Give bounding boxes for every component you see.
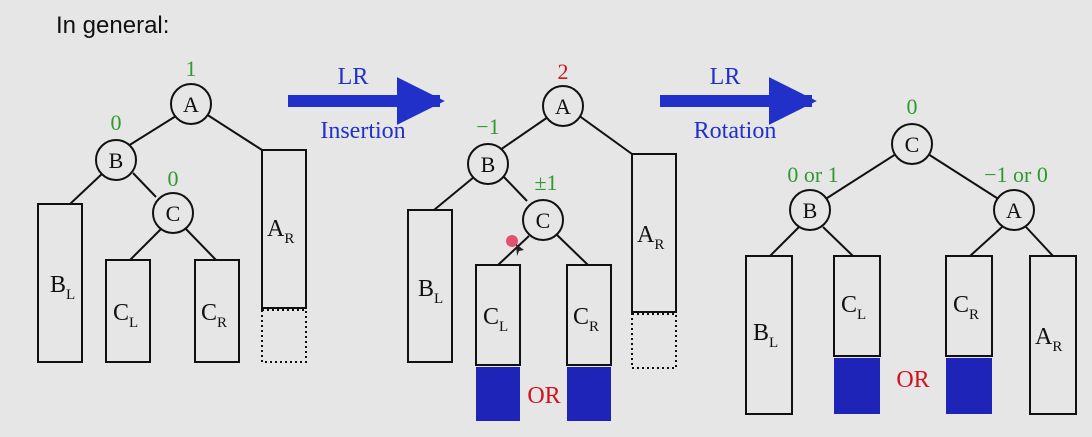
mouse-cursor-icon bbox=[516, 244, 524, 256]
svg-text:C: C bbox=[905, 132, 920, 157]
svg-text:A: A bbox=[1006, 198, 1022, 223]
stage3-cl-added-level bbox=[834, 358, 880, 414]
stage3-label-cr: CR bbox=[953, 292, 979, 323]
stage1-label-cl: CL bbox=[113, 300, 138, 331]
stage1-ar-height-placeholder bbox=[261, 309, 307, 363]
svg-text:C: C bbox=[536, 208, 551, 233]
stage3-label-cl: CL bbox=[841, 292, 866, 323]
arrow-lr-insertion: LR Insertion bbox=[288, 64, 445, 144]
stage2-subtree-cl bbox=[475, 264, 521, 366]
stage1-bf-a: 1 bbox=[186, 56, 197, 81]
stage1-node-a: A bbox=[170, 83, 212, 125]
stage2-tree: A 2 B −1 C ±1 BL CL CR AR OR bbox=[407, 59, 677, 421]
stage2-cr-added-level bbox=[567, 367, 611, 421]
svg-text:B: B bbox=[109, 148, 124, 173]
stage3-or-label: OR bbox=[896, 367, 929, 393]
stage2-bf-c: ±1 bbox=[534, 170, 557, 195]
stage2-label-cl: CL bbox=[483, 304, 508, 335]
svg-text:B: B bbox=[803, 198, 818, 223]
stage2-or-label: OR bbox=[527, 383, 560, 409]
stage2-subtree-cr bbox=[566, 264, 612, 366]
stage2-bf-a: 2 bbox=[558, 59, 569, 84]
stage3-subtree-ar bbox=[1029, 255, 1077, 415]
stage3-label-ar: AR bbox=[1035, 324, 1062, 355]
pointer-dot-icon bbox=[506, 235, 518, 247]
stage1-label-cr: CR bbox=[201, 300, 227, 331]
stage3-node-a: A bbox=[993, 189, 1035, 231]
heading: In general: bbox=[56, 12, 169, 39]
stage2-label-bl: BL bbox=[418, 276, 443, 307]
stage1-bf-b: 0 bbox=[111, 110, 122, 135]
stage2-node-a: A bbox=[542, 85, 584, 127]
svg-text:C: C bbox=[166, 201, 181, 226]
stage2-ar-height-placeholder bbox=[631, 313, 677, 369]
stage1-node-c: C bbox=[152, 192, 194, 234]
stage3-bf-a: −1 or 0 bbox=[984, 162, 1048, 187]
svg-text:B: B bbox=[481, 152, 496, 177]
arrow2-bottom-label: Rotation bbox=[694, 118, 777, 144]
stage3-tree: C 0 B 0 or 1 A −1 or 0 BL CL CR AR OR bbox=[745, 94, 1077, 415]
arrow1-bottom-label: Insertion bbox=[320, 118, 405, 144]
arrow2-top-label: LR bbox=[710, 64, 741, 90]
stage2-label-ar: AR bbox=[637, 222, 664, 253]
stage3-node-b: B bbox=[789, 189, 831, 231]
stage1-node-b: B bbox=[95, 139, 137, 181]
stage1-label-bl: BL bbox=[50, 272, 75, 303]
stage2-bf-b: −1 bbox=[476, 114, 499, 139]
stage3-subtree-cl bbox=[833, 255, 881, 357]
stage3-bf-b: 0 or 1 bbox=[787, 162, 838, 187]
stage2-node-b: B bbox=[467, 143, 509, 185]
stage1-subtree-cr bbox=[194, 259, 240, 363]
stage3-node-c: C bbox=[891, 123, 933, 165]
stage2-label-cr: CR bbox=[573, 304, 599, 335]
stage1-subtree-bl bbox=[37, 203, 83, 363]
stage1-label-ar: AR bbox=[267, 216, 294, 247]
svg-text:A: A bbox=[555, 94, 571, 119]
stage3-label-bl: BL bbox=[753, 320, 778, 351]
stage3-bf-c: 0 bbox=[907, 94, 918, 119]
stage3-subtree-bl bbox=[745, 255, 793, 415]
stage1-tree: A 1 B 0 C 0 BL CL CR AR bbox=[37, 56, 307, 363]
arrow1-top-label: LR bbox=[338, 64, 369, 90]
stage1-bf-c: 0 bbox=[168, 166, 179, 191]
stage2-subtree-bl bbox=[407, 209, 453, 363]
stage3-cr-added-level bbox=[946, 358, 992, 414]
stage3-subtree-cr bbox=[945, 255, 993, 357]
arrow-lr-rotation: LR Rotation bbox=[660, 64, 817, 144]
stage2-cl-added-level bbox=[476, 367, 520, 421]
stage2-subtree-ar bbox=[631, 153, 677, 313]
stage1-subtree-ar bbox=[261, 149, 307, 309]
stage1-subtree-cl bbox=[105, 259, 151, 363]
svg-text:A: A bbox=[183, 92, 199, 117]
stage2-node-c: C bbox=[522, 199, 564, 241]
